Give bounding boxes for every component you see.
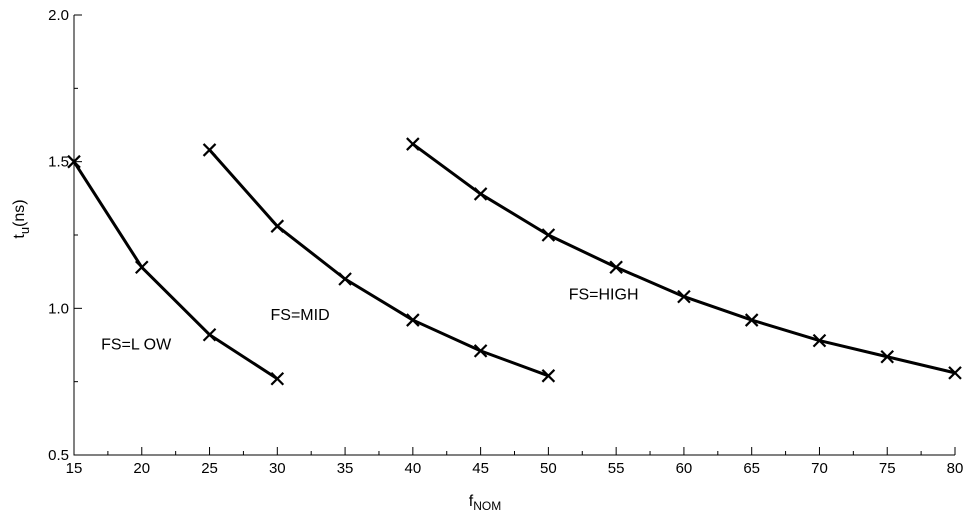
axes-lines — [73, 15, 955, 456]
data-point-marker — [270, 371, 285, 386]
y-tick-label: 2.0 — [48, 7, 69, 24]
data-point-marker — [744, 313, 759, 327]
data-point-marker — [406, 313, 420, 327]
data-point-marker — [609, 260, 623, 275]
data-point-marker — [202, 143, 217, 157]
x-ticks: 15 20 25 30 35 40 45 50 55 60 65 70 75 80 — [66, 447, 964, 477]
data-point-marker — [473, 344, 488, 358]
data-point-marker — [541, 369, 556, 383]
data-point-marker — [677, 289, 691, 304]
x-axis-title-sub: NOM — [473, 499, 501, 513]
x-tick-label: 35 — [337, 460, 354, 477]
y-axis-title-main: t — [11, 234, 28, 239]
series-line-2 — [208, 148, 549, 378]
x-tick-label: 25 — [201, 460, 218, 477]
y-tick-label: 0.5 — [48, 447, 69, 464]
x-axis-title: fNOM — [469, 493, 501, 513]
data-point-marker — [134, 260, 149, 275]
data-point-marker — [338, 272, 352, 286]
x-axis-title-main: f — [469, 493, 474, 510]
data-point-marker — [270, 219, 285, 233]
x-tick-label: 40 — [405, 460, 422, 477]
series-annotation: FS=HIGH — [569, 287, 639, 304]
data-point-marker — [541, 228, 556, 242]
data-point-marker — [202, 327, 217, 342]
series-annotation: FS=L OW — [101, 336, 172, 353]
data-point-marker — [67, 154, 81, 169]
data-point-marker — [406, 137, 420, 151]
x-tick-label: 55 — [608, 460, 625, 477]
x-tick-label: 30 — [269, 460, 286, 477]
markers — [67, 137, 962, 386]
y-ticks: 0.5 1.0 1.5 2.0 — [48, 7, 82, 464]
x-tick-label: 60 — [676, 460, 693, 477]
series-line-3 — [411, 142, 956, 375]
y-axis-title-sub: u — [17, 227, 32, 234]
x-tick-label: 70 — [811, 460, 828, 477]
x-tick-label: 45 — [472, 460, 489, 477]
series-line-1 — [72, 160, 279, 380]
data-point-marker — [812, 333, 827, 348]
x-tick-label: 15 — [66, 460, 83, 477]
series-annotation: FS=MID — [271, 307, 330, 324]
x-tick-label: 65 — [743, 460, 760, 477]
data-point-marker — [880, 349, 895, 364]
x-tick-label: 75 — [879, 460, 896, 477]
y-tick-label: 1.5 — [48, 154, 69, 171]
x-tick-label: 50 — [540, 460, 557, 477]
x-tick-label: 20 — [133, 460, 150, 477]
data-point-marker — [473, 187, 488, 201]
x-tick-label: 80 — [947, 460, 964, 477]
plot-frame — [73, 15, 955, 456]
y-axis-title-rest: (ns) — [11, 199, 28, 227]
data-point-marker — [948, 366, 962, 380]
y-tick-label: 1.0 — [48, 300, 69, 317]
annotations: FS=L OW FS=MID FS=HIGH — [101, 287, 638, 354]
y-axis-title: tu(ns) — [11, 199, 32, 238]
